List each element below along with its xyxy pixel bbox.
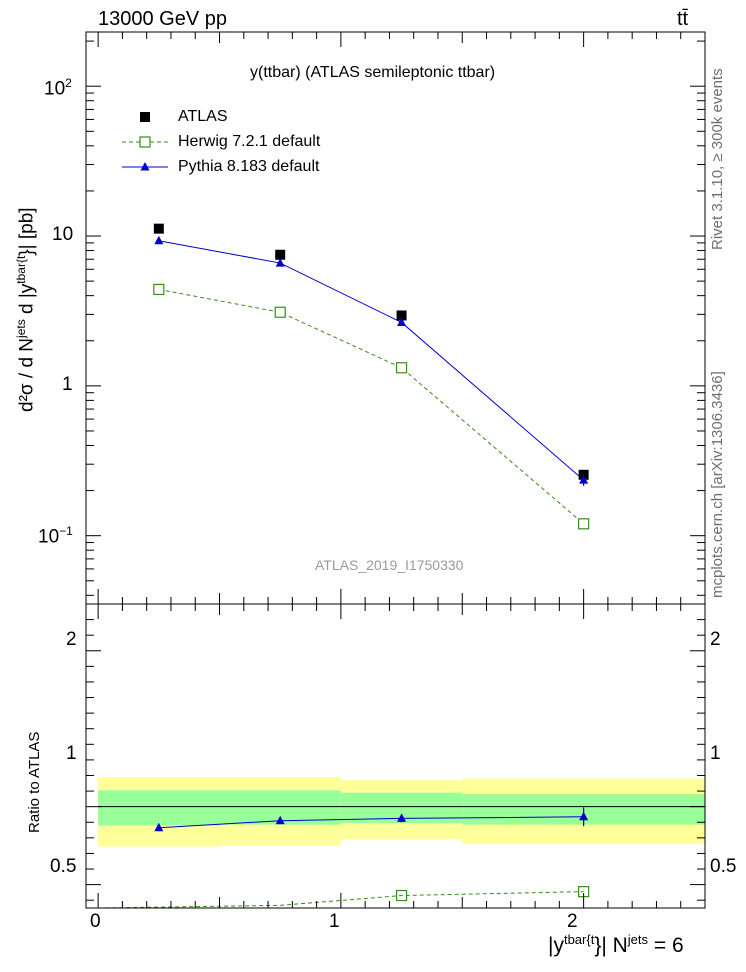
ylabel-sup-1: jets (14, 319, 28, 338)
x-axis-label: |ytbar{t}| Njets = 6 (548, 932, 684, 958)
pythia-point-0 (154, 235, 164, 245)
pythia-point-2 (397, 317, 407, 326)
ratio-herwig-line (98, 891, 584, 909)
xlabel-sup-1: tbar{t (563, 932, 595, 947)
pythia-point-1 (275, 258, 285, 267)
legend-herwig-marker (139, 136, 151, 148)
ratio-pythia-point-1 (275, 815, 285, 825)
main-ytick-label-1: 1 (62, 374, 73, 395)
ratio-pythia-point-3 (579, 811, 589, 821)
atlas-point-0 (153, 223, 164, 234)
main-y-axis-label: d²σ / d Njets d |ytbar{t}| [pb] (14, 207, 38, 412)
ratio-series (98, 807, 590, 909)
ratio-ytick-left-1: 1 (66, 743, 77, 764)
ratio-ytick-right-2: 2 (710, 629, 721, 650)
ratio-pythia-point-2 (397, 813, 407, 822)
ratio-ytick-right-0: 0.5 (710, 856, 737, 877)
herwig-point-2 (395, 362, 408, 374)
chart-title: y(ttbar) (ATLAS semileptonic ttbar) (250, 64, 496, 81)
ylabel-part-3: }| [pb] (16, 207, 38, 256)
ratio-frame (85, 603, 706, 909)
ylabel-part-1: d²σ / d N (16, 337, 38, 412)
ratio-ytick-left-0: 0.5 (50, 856, 77, 877)
legend-pythia: Pythia 8.183 default (178, 158, 320, 175)
legend-atlas-marker (140, 112, 150, 122)
xlabel-part-2: }| N (594, 934, 628, 957)
legend-atlas: ATLAS (178, 108, 228, 125)
ylabel-part-2: d |y (16, 283, 38, 320)
xtick-label-2: 2 (567, 911, 578, 932)
ytick-base-3: 10 (44, 78, 66, 100)
ratio-band-green-0 (98, 790, 220, 826)
main-ytick-label-3: 102 (44, 76, 72, 100)
xtick-label-0: 0 (90, 911, 101, 932)
ytick-base-0: 10 (38, 526, 60, 548)
pythia-point-3 (579, 475, 589, 484)
herwig-point-3 (578, 518, 590, 530)
ratio-pythia-line (158, 816, 584, 829)
panel-frames (85, 31, 706, 909)
herwig-point-0 (153, 283, 165, 296)
ratio-bands (98, 777, 705, 847)
xlabel-sup-2: jets (627, 932, 649, 947)
mcplots-label: mcplots.cern.ch [arXiv:1306.3436] (709, 371, 726, 598)
analysis-watermark: ATLAS_2019_I1750330 (315, 557, 464, 573)
xlabel-part-3: = 6 (648, 934, 684, 957)
xtick-label-1: 1 (329, 911, 340, 932)
legend-markers (122, 112, 168, 171)
atlas-point-1 (275, 249, 286, 260)
ylabel-sup-2: tbar{t (14, 255, 28, 284)
legend-herwig: Herwig 7.2.1 default (178, 133, 321, 150)
herwig-line (158, 288, 584, 525)
ytick-exp-0: −1 (59, 524, 73, 538)
pythia-line (158, 240, 584, 481)
atlas-point-2 (396, 310, 407, 321)
ytick-exp-3: 2 (65, 76, 72, 90)
ratio-pythia-point-0 (154, 822, 164, 832)
main-ytick-label-0: 10−1 (38, 524, 73, 548)
ratio-ytick-left-2: 2 (66, 629, 77, 650)
ratio-herwig-point-2 (395, 889, 408, 902)
herwig-point-1 (274, 306, 286, 318)
legend-pythia-marker (140, 162, 150, 171)
xlabel-part-1: |y (548, 934, 564, 957)
main-ytick-label-2: 10 (52, 224, 74, 245)
rivet-label: Rivet 3.1.10, ≥ 300k events (709, 68, 726, 250)
header-right: tt̄ (677, 8, 689, 30)
header-left: 13000 GeV pp (98, 8, 227, 30)
main-series (153, 223, 590, 530)
ratio-ytick-right-1: 1 (710, 743, 721, 764)
ratio-y-axis-label: Ratio to ATLAS (26, 731, 43, 833)
